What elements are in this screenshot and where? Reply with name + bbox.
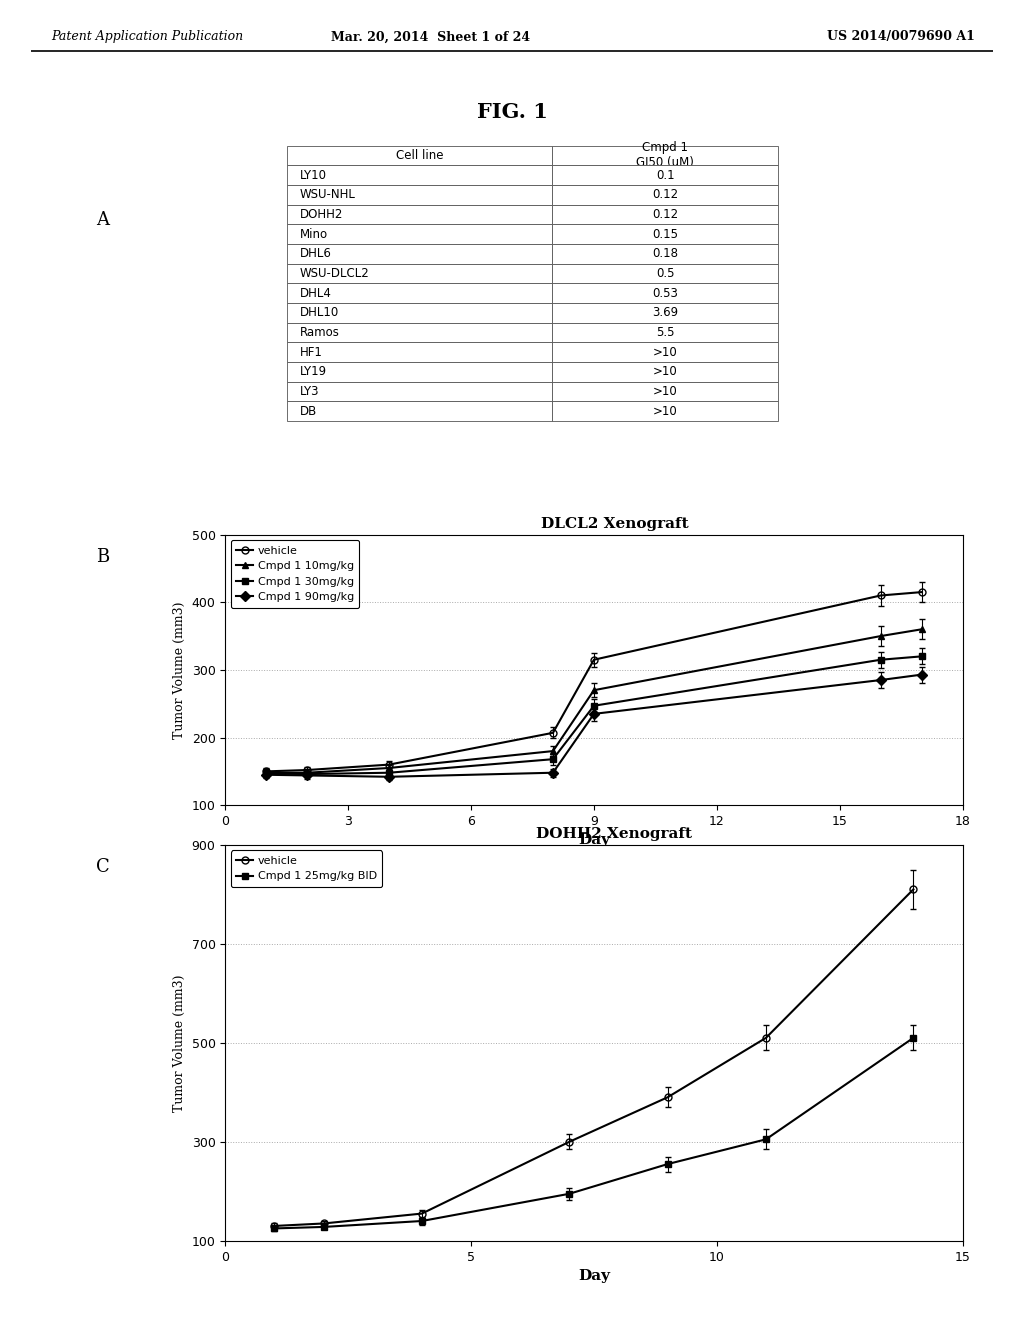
Text: A: A	[96, 211, 109, 230]
Legend: vehicle, Cmpd 1 10mg/kg, Cmpd 1 30mg/kg, Cmpd 1 90mg/kg: vehicle, Cmpd 1 10mg/kg, Cmpd 1 30mg/kg,…	[230, 540, 359, 609]
Legend: vehicle, Cmpd 1 25mg/kg BID: vehicle, Cmpd 1 25mg/kg BID	[230, 850, 382, 887]
Text: FIG. 1: FIG. 1	[476, 102, 548, 123]
Text: US 2014/0079690 A1: US 2014/0079690 A1	[827, 30, 975, 44]
Text: Patent Application Publication: Patent Application Publication	[51, 30, 244, 44]
Text: DLCL2 Xenograft: DLCL2 Xenograft	[541, 516, 688, 531]
Text: DOHH2 Xenograft: DOHH2 Xenograft	[537, 826, 692, 841]
X-axis label: Day: Day	[578, 1269, 610, 1283]
Y-axis label: Tumor Volume (mm3): Tumor Volume (mm3)	[173, 601, 186, 739]
X-axis label: Day: Day	[578, 833, 610, 847]
Y-axis label: Tumor Volume (mm3): Tumor Volume (mm3)	[173, 974, 186, 1111]
Text: C: C	[95, 858, 110, 876]
Text: Mar. 20, 2014  Sheet 1 of 24: Mar. 20, 2014 Sheet 1 of 24	[331, 30, 529, 44]
Text: B: B	[96, 548, 109, 566]
